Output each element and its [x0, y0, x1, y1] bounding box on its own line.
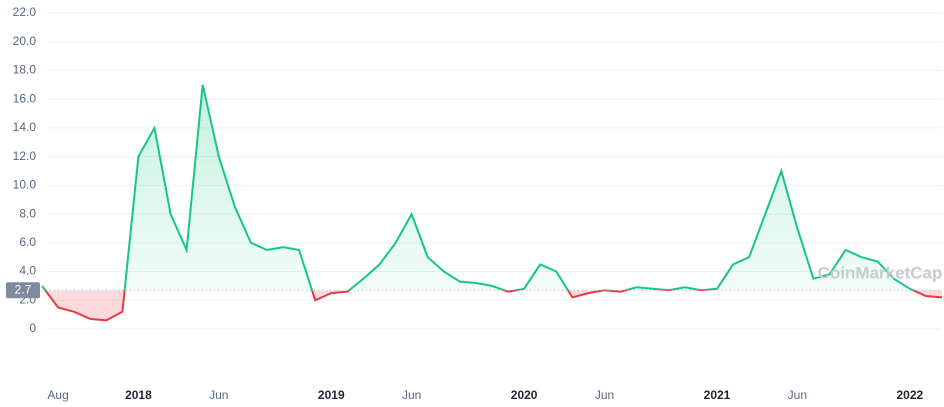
- x-tick-label: 2018: [125, 388, 152, 402]
- x-tick-label: Aug: [47, 388, 68, 402]
- y-tick-label: 14.0: [13, 120, 37, 134]
- y-tick-label: 12.0: [13, 149, 37, 163]
- y-tick-label: 4.0: [19, 264, 36, 278]
- y-tick-label: 6.0: [19, 235, 36, 249]
- y-tick-label: 10.0: [13, 178, 37, 192]
- watermark: CoinMarketCap: [818, 263, 943, 282]
- area-up: [42, 84, 942, 291]
- x-tick-label: 2022: [897, 388, 924, 402]
- reference-label: 2.7: [15, 282, 32, 296]
- y-tick-label: 18.0: [13, 63, 37, 77]
- x-tick-label: 2020: [511, 388, 538, 402]
- x-tick-label: 2019: [318, 388, 345, 402]
- x-tick-label: Jun: [788, 388, 807, 402]
- price-line-up: [41, 84, 916, 291]
- x-tick-label: Jun: [595, 388, 614, 402]
- y-tick-label: 0: [29, 321, 36, 335]
- y-tick-label: 20.0: [13, 34, 37, 48]
- y-tick-label: 8.0: [19, 206, 36, 220]
- x-tick-label: Jun: [209, 388, 228, 402]
- reference-label-box: [6, 282, 40, 299]
- x-tick-label: 2021: [704, 388, 731, 402]
- y-tick-label: 22.0: [13, 5, 37, 19]
- x-tick-label: Jun: [402, 388, 421, 402]
- y-tick-label: 16.0: [13, 91, 37, 105]
